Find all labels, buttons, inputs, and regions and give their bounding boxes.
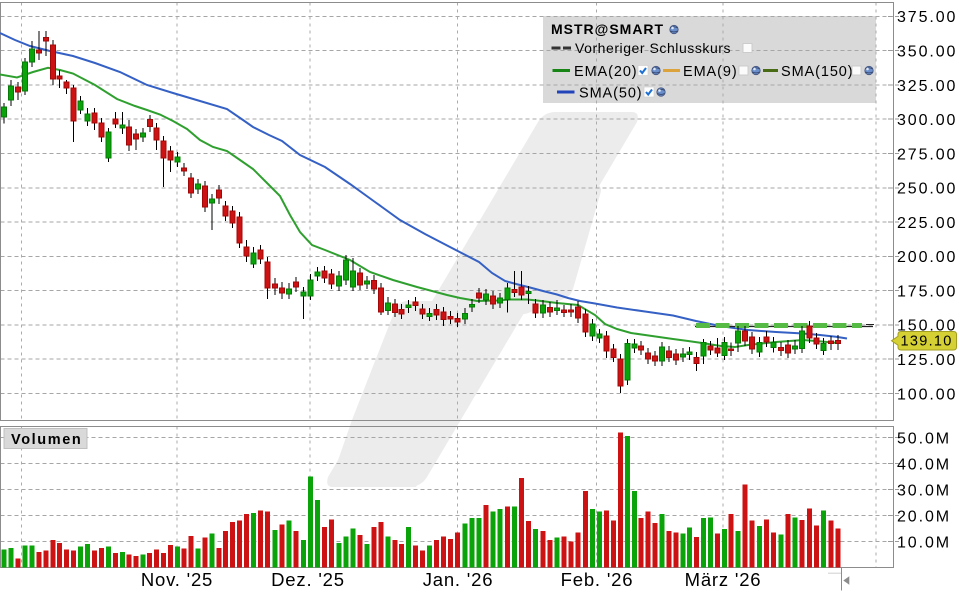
svg-text:275.00: 275.00 — [897, 146, 957, 163]
svg-text:250.00: 250.00 — [897, 181, 957, 198]
svg-text:EMA(20): EMA(20) — [574, 64, 638, 80]
svg-text:Dez. '25: Dez. '25 — [271, 569, 345, 590]
svg-text:225.00: 225.00 — [897, 215, 957, 232]
svg-text:375.00: 375.00 — [897, 9, 957, 26]
svg-text:Feb. '26: Feb. '26 — [561, 569, 634, 590]
svg-text:139.10: 139.10 — [901, 334, 953, 350]
svg-text:Vorheriger Schlusskurs: Vorheriger Schlusskurs — [575, 40, 731, 56]
svg-text:100.00: 100.00 — [897, 386, 957, 403]
svg-text:EMA(9): EMA(9) — [683, 64, 738, 80]
svg-text:30.0M: 30.0M — [897, 482, 951, 499]
svg-text:10.0M: 10.0M — [897, 534, 951, 551]
svg-text:325.00: 325.00 — [897, 78, 957, 95]
svg-text:50.0M: 50.0M — [897, 430, 951, 447]
svg-text:40.0M: 40.0M — [897, 456, 951, 473]
svg-text:SMA(150): SMA(150) — [781, 64, 853, 80]
svg-text:20.0M: 20.0M — [897, 508, 951, 525]
svg-text:März '26: März '26 — [685, 569, 762, 590]
svg-text:MSTR@SMART: MSTR@SMART — [551, 21, 664, 37]
svg-text:Nov. '25: Nov. '25 — [141, 569, 213, 590]
svg-text:175.00: 175.00 — [897, 283, 957, 300]
svg-text:300.00: 300.00 — [897, 112, 957, 129]
svg-text:350.00: 350.00 — [897, 44, 957, 61]
svg-text:Jan. '26: Jan. '26 — [423, 569, 494, 590]
svg-text:150.00: 150.00 — [897, 318, 957, 335]
svg-text:SMA(50): SMA(50) — [579, 86, 643, 102]
svg-text:Volumen: Volumen — [11, 432, 82, 448]
svg-text:125.00: 125.00 — [897, 352, 957, 369]
svg-text:200.00: 200.00 — [897, 249, 957, 266]
